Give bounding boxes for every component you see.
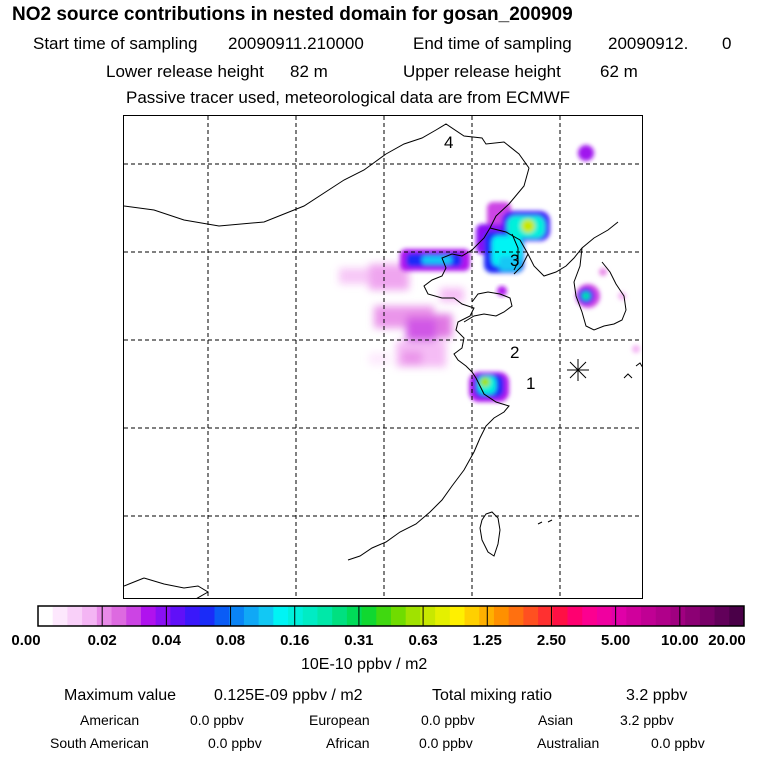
colorbar-swatch bbox=[655, 606, 671, 626]
end-time-value: 20090912. bbox=[608, 34, 689, 53]
colorbar-swatch bbox=[567, 606, 583, 626]
colorbar-swatch bbox=[611, 606, 627, 626]
total-mixing-label: Total mixing ratio bbox=[432, 687, 553, 704]
colorbar-swatch bbox=[332, 606, 348, 626]
colorbar-swatch bbox=[273, 606, 289, 626]
region-name-european: European bbox=[309, 712, 370, 728]
colorbar-swatch bbox=[641, 606, 657, 626]
upper-release-label: Upper release height bbox=[403, 62, 561, 81]
total-mixing-value: 3.2 ppbv bbox=[626, 687, 688, 704]
colorbar-swatch bbox=[626, 606, 642, 626]
region-value-asian: 3.2 ppbv bbox=[620, 712, 674, 728]
colorbar-swatch bbox=[288, 606, 304, 626]
colorbar-swatch bbox=[317, 606, 333, 626]
colorbar-swatch bbox=[464, 606, 480, 626]
colorbar-swatch bbox=[170, 606, 186, 626]
colorbar-swatch bbox=[449, 606, 466, 626]
colorbar-tick-label: 1.25 bbox=[472, 632, 502, 649]
colorbar-swatch bbox=[670, 606, 686, 626]
colorbar-tick-label: 0.04 bbox=[151, 632, 181, 649]
colorbar-swatch bbox=[155, 606, 171, 626]
colorbar-swatch bbox=[552, 606, 568, 626]
colorbar-swatch bbox=[82, 606, 98, 626]
colorbar-swatch bbox=[405, 606, 421, 626]
colorbar-tick-label: 0.31 bbox=[344, 632, 374, 649]
region-name-asian: Asian bbox=[538, 712, 574, 728]
colorbar-swatch bbox=[243, 606, 260, 626]
region-label-4: 4 bbox=[444, 133, 453, 152]
map-panel: 1 2 3 4 bbox=[123, 115, 643, 599]
colorbar-tick-label: 0.00 bbox=[11, 632, 41, 649]
colorbar-swatch bbox=[52, 606, 68, 626]
region-value-south-american: 0.0 ppbv bbox=[208, 735, 262, 751]
region-label-2: 2 bbox=[510, 343, 519, 362]
colorbar-swatch bbox=[214, 606, 230, 626]
colorbar-swatch bbox=[435, 606, 451, 626]
colorbar-swatch bbox=[582, 606, 598, 626]
colorbar-swatch bbox=[111, 606, 127, 626]
region-name-australian: Australian bbox=[537, 735, 600, 751]
colorbar-unit: 10E-10 ppbv / m2 bbox=[301, 656, 428, 673]
region-label-1: 1 bbox=[526, 374, 535, 393]
region-value-african: 0.0 ppbv bbox=[419, 735, 473, 751]
region-value-european: 0.0 ppbv bbox=[421, 712, 475, 728]
receptor-star-marker bbox=[567, 359, 589, 381]
lower-release-value: 82 m bbox=[290, 62, 328, 81]
tracer-note: Passive tracer used, meteorological data… bbox=[126, 88, 571, 107]
start-time-value: 20090911.210000 bbox=[228, 34, 364, 53]
colorbar-swatch bbox=[685, 606, 701, 626]
colorbar-swatch bbox=[699, 606, 716, 626]
region-name-african: African bbox=[326, 735, 370, 751]
colorbar-swatch bbox=[302, 606, 318, 626]
colorbar-border bbox=[37, 605, 745, 627]
region-value-australian: 0.0 ppbv bbox=[651, 735, 705, 751]
lower-release-label: Lower release height bbox=[106, 62, 264, 81]
colorbar-swatch bbox=[523, 606, 539, 626]
colorbar-swatch bbox=[126, 606, 142, 626]
colorbar-tick-label: 5.00 bbox=[601, 632, 631, 649]
colorbar-swatch bbox=[596, 606, 613, 626]
max-value: 0.125E-09 ppbv / m2 bbox=[214, 687, 363, 704]
plot-title: NO2 source contributions in nested domai… bbox=[12, 4, 573, 25]
colorbar-swatch bbox=[96, 606, 113, 626]
max-value-label: Maximum value bbox=[64, 687, 177, 704]
colorbar-swatch bbox=[420, 606, 436, 626]
lat-lon-grid bbox=[124, 116, 642, 598]
colorbar-tick-label: 20.00 bbox=[708, 632, 746, 649]
colorbar-swatch bbox=[361, 606, 377, 626]
colorbar-swatch bbox=[199, 606, 215, 626]
region-name-south-american: South American bbox=[50, 735, 149, 751]
colorbar-swatch bbox=[376, 606, 392, 626]
colorbar-tick-label: 2.50 bbox=[536, 632, 567, 649]
colorbar bbox=[37, 605, 745, 627]
colorbar-swatch bbox=[714, 606, 730, 626]
upper-release-value: 62 m bbox=[600, 62, 638, 81]
colorbar-swatch bbox=[508, 606, 524, 626]
colorbar-swatch bbox=[493, 606, 510, 626]
region-value-american: 0.0 ppbv bbox=[190, 712, 244, 728]
region-label-3: 3 bbox=[510, 251, 519, 270]
region-name-american: American bbox=[80, 712, 140, 728]
colorbar-tick-label: 0.16 bbox=[280, 632, 310, 649]
colorbar-swatch bbox=[391, 606, 407, 626]
end-time-extra: 0 bbox=[722, 34, 732, 53]
colorbar-swatch bbox=[346, 606, 363, 626]
map-canvas: 1 2 3 4 bbox=[124, 116, 642, 598]
colorbar-swatch bbox=[729, 606, 745, 626]
colorbar-swatch bbox=[140, 606, 157, 626]
colorbar-swatch bbox=[538, 606, 554, 626]
colorbar-tick-label: 0.63 bbox=[408, 632, 438, 649]
start-time-label: Start time of sampling bbox=[33, 34, 198, 53]
colorbar-swatch bbox=[185, 606, 201, 626]
colorbar-tick-label: 0.02 bbox=[87, 632, 117, 649]
colorbar-swatch bbox=[38, 606, 54, 626]
coastlines bbox=[124, 123, 642, 598]
end-time-label: End time of sampling bbox=[413, 34, 572, 53]
colorbar-tick-label: 0.08 bbox=[215, 632, 246, 649]
colorbar-swatch bbox=[258, 606, 274, 626]
colorbar-swatch bbox=[67, 606, 83, 626]
colorbar-swatch bbox=[229, 606, 245, 626]
colorbar-tick-label: 10.00 bbox=[661, 632, 699, 649]
